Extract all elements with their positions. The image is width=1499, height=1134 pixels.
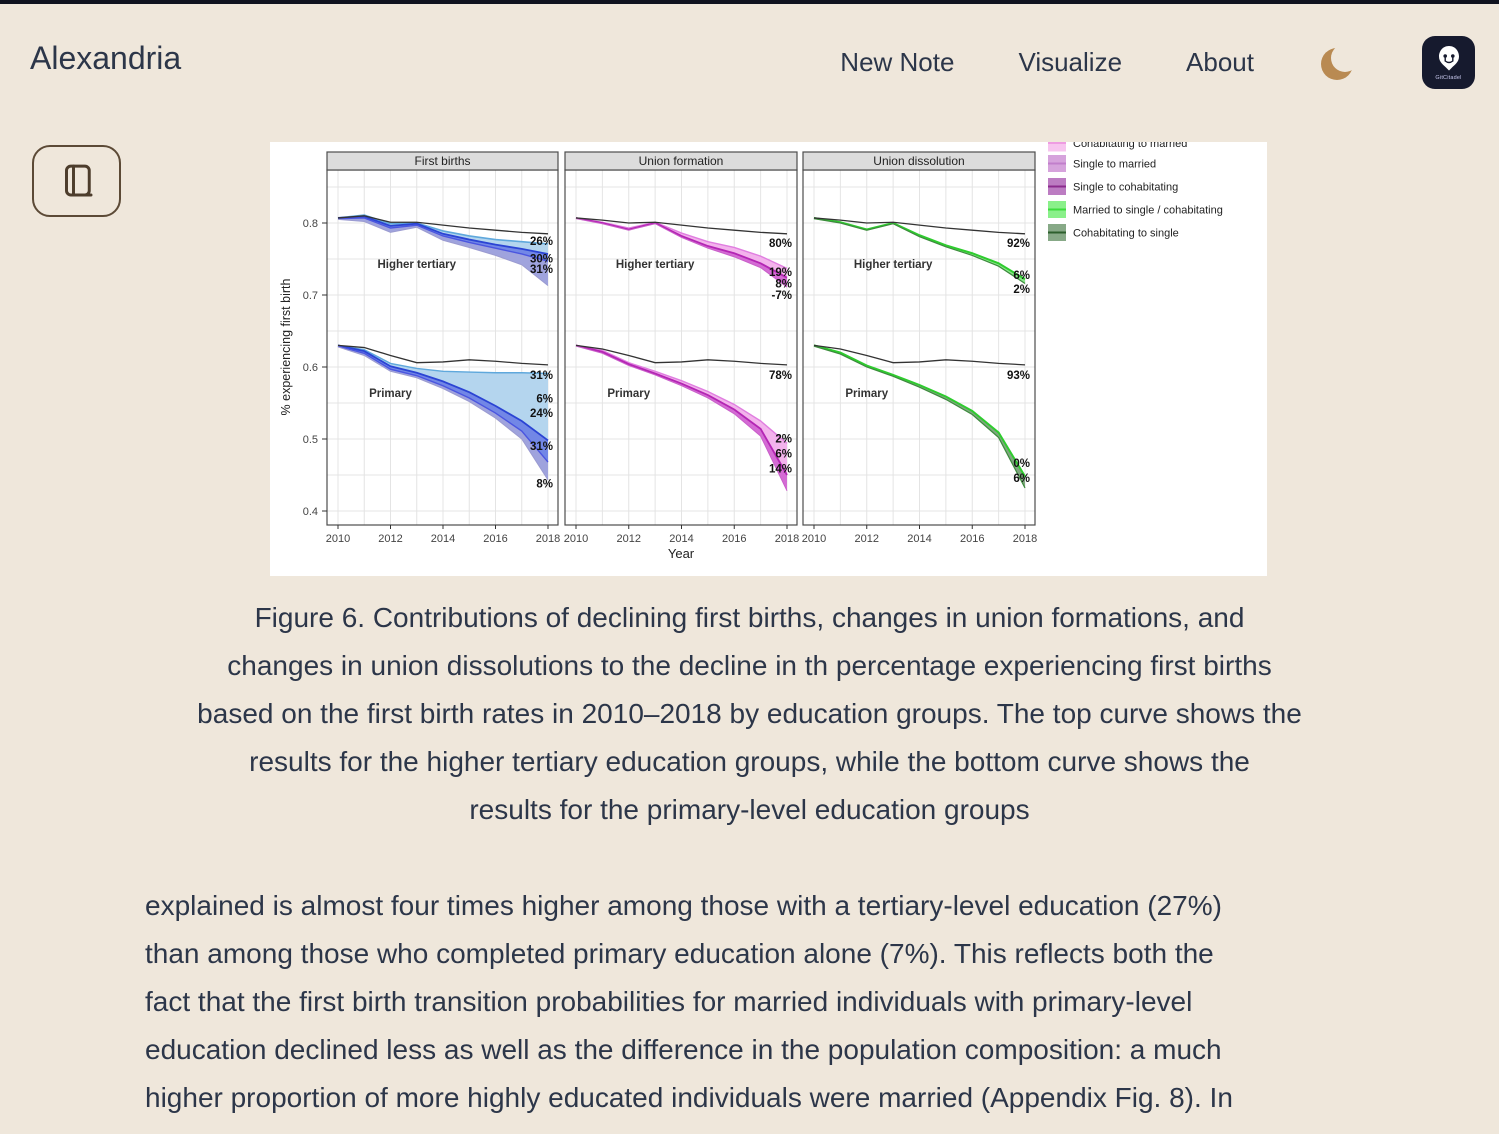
svg-text:6%: 6% [775,448,792,460]
svg-text:Single to cohabitating: Single to cohabitating [1073,182,1178,194]
svg-text:% experiencing first birth: % experiencing first birth [279,279,293,416]
svg-text:Higher tertiary: Higher tertiary [854,259,933,271]
svg-text:2018: 2018 [1013,533,1037,545]
figure-image: Higher tertiary 26% 30% 31% Primary 31% 6% 24% 3… [270,134,1267,576]
svg-text:0.4: 0.4 [303,506,318,518]
badge-label: GitCitadel [1435,75,1462,81]
svg-text:2014: 2014 [431,533,455,545]
caption-line: results for the primary-level education … [469,794,1030,825]
svg-text:0.7: 0.7 [303,290,318,302]
book-icon [64,164,92,197]
body-paragraph: explained is almost four times higher am… [145,882,1475,1134]
caption-line: based on the first birth rates in 2010–2… [197,698,1302,729]
svg-text:0.8: 0.8 [303,218,318,230]
svg-text:Cohabitating to married: Cohabitating to married [1073,142,1187,150]
caption-line: changes in union dissolutions to the dec… [227,650,1272,681]
svg-text:8%: 8% [775,278,792,290]
svg-text:Union formation: Union formation [639,154,724,168]
svg-text:8%: 8% [536,479,553,491]
svg-text:Single to married: Single to married [1073,159,1156,171]
svg-text:2012: 2012 [378,533,402,545]
figure-chart-svg: Higher tertiary26%30%31%Primary31%6%24%3… [279,134,1223,561]
svg-text:31%: 31% [530,264,553,276]
svg-text:2018: 2018 [536,533,560,545]
reader-mode-button[interactable] [32,145,121,217]
svg-text:2010: 2010 [326,533,350,545]
nav-new-note[interactable]: New Note [840,47,955,77]
svg-text:2012: 2012 [617,533,641,545]
svg-text:0.6: 0.6 [303,362,318,374]
svg-text:Union dissolution: Union dissolution [873,154,964,168]
svg-text:Primary: Primary [369,388,412,400]
svg-text:80%: 80% [769,238,792,250]
svg-text:24%: 24% [530,408,553,420]
svg-text:14%: 14% [769,464,792,476]
svg-text:2016: 2016 [483,533,507,545]
svg-text:92%: 92% [1007,238,1030,250]
svg-text:2012: 2012 [855,533,879,545]
gitcitadel-badge[interactable]: GitCitadel [1422,36,1475,89]
svg-text:Cohabitating to single: Cohabitating to single [1073,228,1179,240]
svg-text:31%: 31% [530,370,553,382]
svg-text:2010: 2010 [802,533,826,545]
svg-text:30%: 30% [530,253,553,265]
caption-line: Figure 6. Contributions of declining fir… [254,602,1245,633]
brand-title[interactable]: Alexandria [30,40,182,76]
main-nav: New Note Visualize About GitCitadel [840,36,1475,89]
svg-text:78%: 78% [769,370,792,382]
svg-text:0.5: 0.5 [303,434,318,446]
top-bar [0,0,1499,4]
body-line: fact that the first birth transition pro… [145,986,1193,1017]
nav-visualize[interactable]: Visualize [1018,47,1123,77]
svg-text:Primary: Primary [845,388,888,400]
svg-text:26%: 26% [530,236,553,248]
svg-text:Year: Year [668,546,695,561]
svg-text:19%: 19% [769,267,792,279]
gitcitadel-logo-icon [1438,46,1459,71]
body-line: explained is almost four times higher am… [145,890,1222,921]
svg-text:2014: 2014 [669,533,693,545]
caption-line: results for the higher tertiary educatio… [249,746,1250,777]
svg-text:6%: 6% [1013,473,1030,485]
body-line-clipped: contrast, the decline in cohabitations e… [145,1122,1475,1134]
svg-text:Higher tertiary: Higher tertiary [616,259,695,271]
moon-icon[interactable] [1318,43,1358,83]
svg-text:Higher tertiary: Higher tertiary [377,259,456,271]
svg-text:Married to single / cohabitati: Married to single / cohabitating [1073,205,1223,217]
svg-text:6%: 6% [1013,270,1030,282]
svg-text:2%: 2% [1013,284,1030,296]
body-line: higher proportion of more highly educate… [145,1082,1233,1113]
svg-text:2%: 2% [775,433,792,445]
svg-text:93%: 93% [1007,370,1030,382]
figure-caption: Figure 6. Contributions of declining fir… [0,594,1499,834]
nav-about[interactable]: About [1186,47,1254,77]
svg-text:First births: First births [414,154,470,168]
body-line: education declined less as well as the d… [145,1034,1222,1065]
svg-text:2018: 2018 [775,533,799,545]
svg-text:2010: 2010 [564,533,588,545]
svg-text:-7%: -7% [772,290,792,302]
svg-text:2014: 2014 [907,533,931,545]
svg-text:Primary: Primary [607,388,650,400]
svg-text:0%: 0% [1013,458,1030,470]
body-line: than among those who completed primary e… [145,938,1214,969]
svg-text:2016: 2016 [960,533,984,545]
svg-text:31%: 31% [530,441,553,453]
svg-text:6%: 6% [536,394,553,406]
svg-text:2016: 2016 [722,533,746,545]
